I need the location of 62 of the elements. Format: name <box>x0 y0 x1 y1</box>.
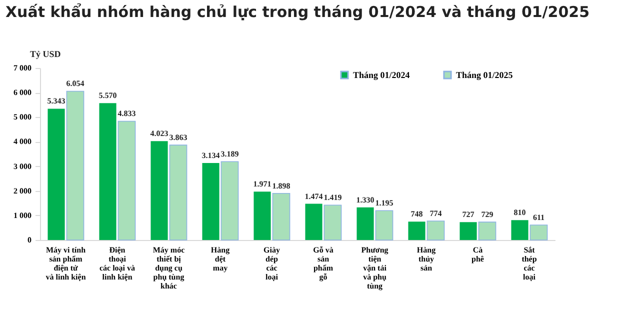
bar <box>460 222 477 240</box>
data-label: 1.195 <box>375 198 394 208</box>
x-tick-label: Điện thoại các loại và linh kiện <box>99 246 136 282</box>
bar <box>324 204 342 240</box>
x-tick-label: Gỗ và sản phẩm gỗ <box>313 246 334 282</box>
data-label: 729 <box>481 210 494 220</box>
bar <box>530 224 548 240</box>
data-label: 1.971 <box>253 180 272 189</box>
bar <box>254 192 271 240</box>
data-label: 727 <box>462 210 474 220</box>
data-label: 5.343 <box>47 96 66 106</box>
data-label: 611 <box>532 212 545 222</box>
bar <box>511 220 528 240</box>
legend-label: Tháng 01/2025 <box>456 70 514 80</box>
bar <box>375 210 394 240</box>
data-label: 6.054 <box>66 79 84 88</box>
bar <box>426 220 445 240</box>
data-label: 774 <box>430 208 442 218</box>
data-label: 3.134 <box>202 150 220 160</box>
y-tick-label: 6 000 <box>14 88 32 98</box>
data-label: 748 <box>410 210 423 219</box>
bar <box>150 141 168 240</box>
data-label: 1.330 <box>356 195 374 204</box>
legend-label: Tháng 01/2024 <box>353 70 410 80</box>
bar <box>118 120 136 240</box>
data-label: 1.898 <box>272 181 290 190</box>
bar <box>202 162 220 240</box>
bar <box>99 103 116 240</box>
data-label: 1.419 <box>324 193 342 202</box>
bar <box>66 90 84 240</box>
x-tick-label: Máy vi tính sản phẩm điện tử và linh kiện <box>46 246 86 282</box>
y-tick-label: 5 000 <box>14 112 32 122</box>
y-tick-label: 1 000 <box>14 210 32 220</box>
x-tick-label: Phương tiện vận tải và phụ tùng <box>361 246 388 290</box>
y-tick-label: 3 000 <box>14 162 32 171</box>
bar <box>48 108 65 240</box>
data-label: 1.474 <box>304 192 323 201</box>
x-tick-label: Máy móc thiết bị dụng cụ phụ tùng khác <box>152 246 186 290</box>
bar <box>478 222 496 240</box>
x-tick-label: Giày dép các loại <box>264 246 280 282</box>
data-label: 4.833 <box>118 109 136 118</box>
y-tick-label: 0 <box>28 236 32 244</box>
chart-title: Xuất khẩu nhóm hàng chủ lực trong tháng 01/2024 và tháng 01/2025 <box>5 3 590 21</box>
data-label: 4.023 <box>150 129 168 138</box>
data-label: 5.570 <box>98 91 117 100</box>
y-tick-label: 4 000 <box>14 137 32 146</box>
x-tick-label: Sắt thép các loại <box>522 246 538 282</box>
bar <box>408 222 426 240</box>
x-tick-label: Hàng thủy sản <box>416 246 436 272</box>
bar <box>305 204 322 240</box>
y-tick-label: 7 000 <box>14 64 32 72</box>
data-label: 3.863 <box>169 133 188 142</box>
data-label: 3.189 <box>220 150 239 159</box>
bar <box>356 207 374 240</box>
bar <box>272 192 290 240</box>
bar <box>169 144 188 240</box>
bar <box>220 161 239 240</box>
x-tick-label: Hàng dệt may <box>210 246 230 272</box>
y-tick-label: 2 000 <box>14 186 32 196</box>
x-tick-label: Cà phê <box>472 246 484 264</box>
data-label: 810 <box>514 208 526 218</box>
y-axis-title: Tỷ USD <box>30 49 62 59</box>
